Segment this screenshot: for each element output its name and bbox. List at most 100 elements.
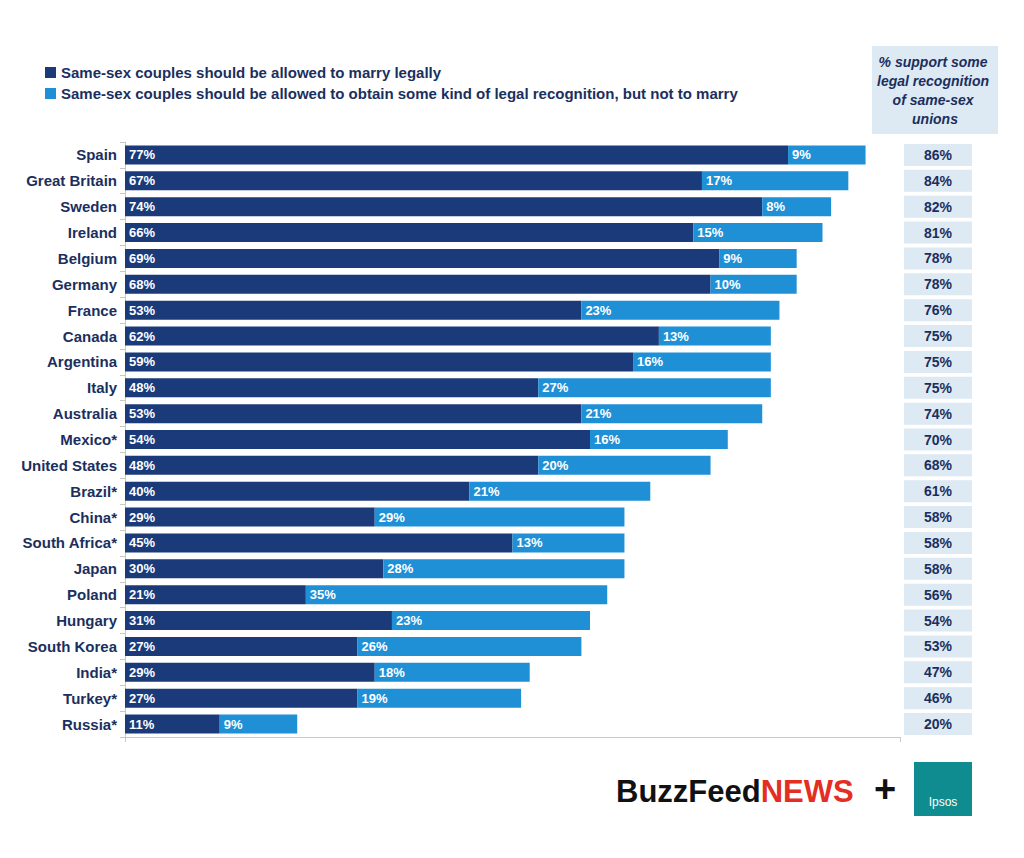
svg-text:78%: 78% (924, 276, 953, 292)
svg-text:India*: India* (76, 664, 117, 681)
svg-text:27%: 27% (129, 639, 155, 654)
svg-text:21%: 21% (129, 587, 155, 602)
svg-text:46%: 46% (924, 690, 953, 706)
svg-text:58%: 58% (924, 535, 953, 551)
svg-text:18%: 18% (379, 665, 405, 680)
svg-text:legal recognition: legal recognition (877, 73, 993, 89)
svg-text:48%: 48% (129, 458, 155, 473)
svg-text:China*: China* (69, 509, 117, 526)
svg-text:66%: 66% (129, 225, 155, 240)
svg-text:30%: 30% (129, 561, 155, 576)
svg-text:9%: 9% (792, 147, 811, 162)
svg-text:Ireland: Ireland (68, 224, 117, 241)
svg-text:27%: 27% (542, 380, 568, 395)
svg-text:78%: 78% (924, 250, 953, 266)
svg-text:23%: 23% (396, 613, 422, 628)
svg-text:16%: 16% (594, 432, 620, 447)
svg-text:54%: 54% (924, 613, 953, 629)
svg-text:62%: 62% (129, 329, 155, 344)
svg-text:75%: 75% (924, 328, 953, 344)
svg-text:48%: 48% (129, 380, 155, 395)
svg-text:47%: 47% (924, 664, 953, 680)
svg-text:53%: 53% (924, 638, 953, 654)
svg-text:16%: 16% (637, 354, 663, 369)
svg-text:NEWS: NEWS (761, 774, 854, 809)
svg-text:29%: 29% (129, 510, 155, 525)
svg-text:40%: 40% (129, 484, 155, 499)
svg-text:15%: 15% (697, 225, 723, 240)
svg-text:Turkey*: Turkey* (63, 690, 117, 707)
svg-text:10%: 10% (715, 277, 741, 292)
svg-text:58%: 58% (924, 509, 953, 525)
svg-text:Russia*: Russia* (62, 716, 117, 733)
svg-text:75%: 75% (924, 354, 953, 370)
svg-text:Poland: Poland (67, 586, 117, 603)
svg-text:Belgium: Belgium (58, 250, 117, 267)
svg-text:Same-sex couples should be all: Same-sex couples should be allowed to ob… (61, 85, 738, 102)
svg-text:19%: 19% (362, 691, 388, 706)
svg-text:8%: 8% (766, 199, 785, 214)
svg-text:68%: 68% (924, 457, 953, 473)
svg-text:20%: 20% (924, 716, 953, 732)
svg-text:69%: 69% (129, 251, 155, 266)
svg-text:23%: 23% (585, 303, 611, 318)
svg-text:Italy: Italy (87, 379, 118, 396)
svg-text:9%: 9% (224, 717, 243, 732)
svg-text:20%: 20% (542, 458, 568, 473)
svg-text:unions: unions (912, 111, 958, 127)
svg-text:84%: 84% (924, 173, 953, 189)
svg-text:Brazil*: Brazil* (70, 483, 117, 500)
svg-text:Hungary: Hungary (56, 612, 118, 629)
svg-text:17%: 17% (706, 173, 732, 188)
svg-text:United States: United States (21, 457, 117, 474)
svg-text:75%: 75% (924, 380, 953, 396)
svg-text:31%: 31% (129, 613, 155, 628)
svg-text:76%: 76% (924, 302, 953, 318)
svg-text:35%: 35% (310, 587, 336, 602)
svg-text:Germany: Germany (52, 276, 118, 293)
svg-text:13%: 13% (517, 535, 543, 550)
svg-text:France: France (68, 302, 117, 319)
svg-text:29%: 29% (129, 665, 155, 680)
svg-text:53%: 53% (129, 303, 155, 318)
svg-text:+: + (874, 768, 896, 810)
svg-text:BuzzFeed: BuzzFeed (616, 774, 761, 809)
svg-text:Great Britain: Great Britain (26, 172, 117, 189)
svg-text:Argentina: Argentina (47, 353, 118, 370)
svg-text:54%: 54% (129, 432, 155, 447)
svg-text:61%: 61% (924, 483, 953, 499)
svg-text:South Korea: South Korea (28, 638, 118, 655)
svg-text:Spain: Spain (76, 146, 117, 163)
svg-text:86%: 86% (924, 147, 953, 163)
svg-text:Japan: Japan (74, 560, 117, 577)
svg-text:9%: 9% (723, 251, 742, 266)
svg-text:58%: 58% (924, 561, 953, 577)
svg-text:Same-sex couples should be all: Same-sex couples should be allowed to ma… (61, 64, 442, 81)
svg-text:81%: 81% (924, 225, 953, 241)
svg-text:68%: 68% (129, 277, 155, 292)
svg-text:70%: 70% (924, 432, 953, 448)
svg-text:Sweden: Sweden (60, 198, 117, 215)
svg-text:27%: 27% (129, 691, 155, 706)
svg-text:74%: 74% (924, 406, 953, 422)
svg-text:28%: 28% (387, 561, 413, 576)
svg-text:59%: 59% (129, 354, 155, 369)
svg-text:11%: 11% (129, 717, 155, 732)
svg-text:67%: 67% (129, 173, 155, 188)
svg-text:South Africa*: South Africa* (23, 534, 118, 551)
svg-text:77%: 77% (129, 147, 155, 162)
svg-text:56%: 56% (924, 587, 953, 603)
svg-text:Australia: Australia (53, 405, 118, 422)
svg-text:29%: 29% (379, 510, 405, 525)
svg-text:26%: 26% (362, 639, 388, 654)
svg-text:21%: 21% (473, 484, 499, 499)
svg-text:Canada: Canada (63, 328, 118, 345)
svg-text:Mexico*: Mexico* (60, 431, 117, 448)
svg-text:82%: 82% (924, 199, 953, 215)
svg-text:21%: 21% (585, 406, 611, 421)
svg-text:74%: 74% (129, 199, 155, 214)
svg-text:13%: 13% (663, 329, 689, 344)
svg-text:of same-sex: of same-sex (893, 92, 978, 108)
svg-text:Ipsos: Ipsos (929, 795, 958, 809)
svg-text:45%: 45% (129, 535, 155, 550)
